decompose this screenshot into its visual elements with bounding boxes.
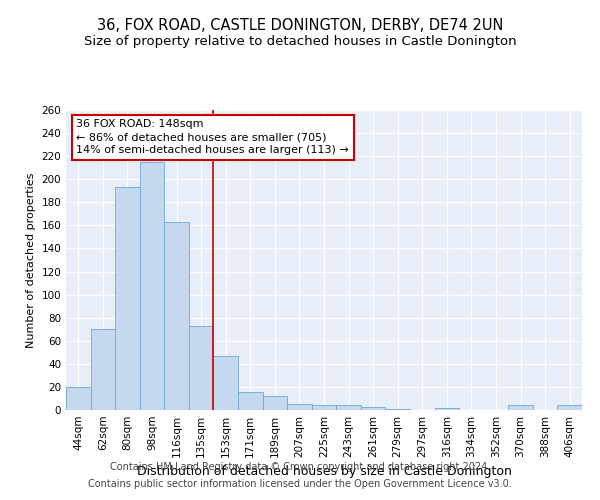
Bar [115,188,140,410]
Bar [361,406,385,410]
Text: 36, FOX ROAD, CASTLE DONINGTON, DERBY, DE74 2UN: 36, FOX ROAD, CASTLE DONINGTON, DERBY, D… [97,18,503,32]
Bar [312,406,336,410]
Bar [508,406,533,410]
Text: Contains public sector information licensed under the Open Government Licence v3: Contains public sector information licen… [88,479,512,489]
Text: 36 FOX ROAD: 148sqm
← 86% of detached houses are smaller (705)
14% of semi-detac: 36 FOX ROAD: 148sqm ← 86% of detached ho… [76,119,349,156]
Text: Contains HM Land Registry data © Crown copyright and database right 2024.: Contains HM Land Registry data © Crown c… [110,462,490,472]
X-axis label: Distribution of detached houses by size in Castle Donington: Distribution of detached houses by size … [137,466,511,478]
Bar [287,404,312,410]
Bar [385,409,410,410]
Bar [91,329,115,410]
Bar [214,356,238,410]
Bar [263,396,287,410]
Bar [336,406,361,410]
Y-axis label: Number of detached properties: Number of detached properties [26,172,36,348]
Bar [140,162,164,410]
Bar [189,326,214,410]
Bar [238,392,263,410]
Bar [557,406,582,410]
Bar [66,387,91,410]
Bar [434,408,459,410]
Text: Size of property relative to detached houses in Castle Donington: Size of property relative to detached ho… [83,35,517,48]
Bar [164,222,189,410]
